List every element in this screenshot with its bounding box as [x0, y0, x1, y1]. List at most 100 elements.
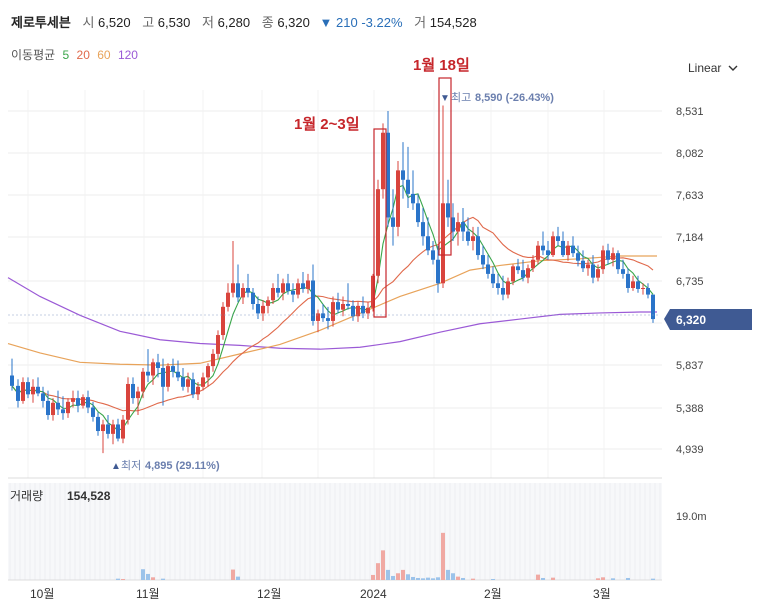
- volume-bar: [426, 577, 430, 580]
- volume-bar: [461, 577, 465, 580]
- change-value: 210: [336, 15, 358, 30]
- candle-body: [636, 281, 640, 289]
- candle-body: [536, 245, 540, 260]
- candle-body: [361, 305, 365, 314]
- candle-body: [411, 193, 415, 204]
- candle-body: [201, 377, 205, 387]
- candle-body: [511, 266, 515, 282]
- candle-body: [556, 236, 560, 241]
- price-header: 제로투세븐 시 6,520 고 6,530 저 6,280 종 6,320 ▼ …: [11, 12, 483, 31]
- volume-panel-value: 154,528: [67, 489, 111, 503]
- candle-body: [496, 283, 500, 288]
- candle-body: [336, 302, 340, 310]
- candle-body: [396, 170, 400, 227]
- candle-body: [326, 318, 330, 321]
- candle-body: [241, 287, 245, 298]
- annotation-jan-2-3: 1월 2~3일: [294, 116, 360, 133]
- volume-bar: [231, 569, 235, 580]
- volume-bar: [551, 577, 555, 580]
- candle-body: [481, 255, 485, 265]
- ma-120-line: [7, 277, 657, 350]
- volume-bar: [441, 532, 445, 580]
- volume-bar: [406, 574, 410, 580]
- min-marker-label: 최저: [121, 459, 141, 472]
- candle-body: [36, 386, 40, 394]
- change-arrow-icon: ▼: [319, 15, 333, 30]
- candle-body: [10, 375, 14, 386]
- candle-body: [166, 366, 170, 387]
- y-tick-8531: 8,531: [676, 106, 704, 118]
- volume-bar: [386, 569, 390, 580]
- candle-body: [431, 250, 435, 260]
- candle-body: [456, 222, 460, 232]
- candle-body: [56, 402, 60, 410]
- candle-body: [521, 270, 525, 278]
- candle-body: [421, 222, 425, 237]
- candle-body: [196, 386, 200, 395]
- candle-body: [111, 424, 115, 434]
- candle-body: [596, 269, 600, 278]
- candle-body: [286, 283, 290, 291]
- x-tick-oct: 10월: [30, 587, 54, 601]
- candle-body: [86, 397, 90, 408]
- candle-body: [541, 245, 545, 251]
- low-label: 저: [201, 15, 214, 30]
- volume-bar: [401, 569, 405, 580]
- candle-body: [296, 283, 300, 295]
- candle-body: [136, 391, 140, 399]
- candle-body: [651, 294, 655, 320]
- ma-5-label[interactable]: 5: [62, 48, 70, 62]
- candle-body: [561, 240, 565, 256]
- stock-name: 제로투세븐: [11, 15, 71, 30]
- candle-body: [161, 367, 165, 387]
- candle-body: [381, 132, 385, 190]
- candle-body: [171, 366, 175, 372]
- volume-panel-header: 거래량 154,528 19.0m: [10, 489, 707, 523]
- y-tick-5388: 5,388: [676, 403, 704, 415]
- candle-body: [231, 283, 235, 293]
- candle-body: [376, 189, 380, 276]
- x-tick-mar: 3월: [593, 587, 611, 601]
- scale-toggle-label: Linear: [688, 61, 722, 75]
- candles: [10, 105, 655, 454]
- current-price-badge: [664, 309, 752, 330]
- y-axis-labels: 8,531 8,082 7,633 7,184 6,735 5,837 5,38…: [676, 106, 704, 456]
- volume-bar: [626, 577, 630, 580]
- volume-bar: [396, 573, 400, 580]
- chevron-down-icon: [728, 65, 738, 71]
- y-tick-7184: 7,184: [676, 232, 704, 244]
- ma-60-label[interactable]: 60: [97, 48, 111, 62]
- candle-body: [501, 287, 505, 295]
- ma-120-label[interactable]: 120: [117, 48, 138, 62]
- scale-toggle[interactable]: Linear: [688, 61, 738, 75]
- volume-bar: [601, 577, 605, 580]
- ma-20-label[interactable]: 20: [76, 48, 90, 62]
- volume-bar: [141, 569, 145, 580]
- candle-body: [31, 386, 35, 395]
- candle-body: [466, 231, 470, 241]
- max-marker-label: 최고: [451, 91, 471, 104]
- candle-body: [551, 236, 555, 256]
- candle-body: [491, 273, 495, 284]
- moving-average-legend: 이동평균 5 20 60 120: [11, 46, 142, 63]
- candle-body: [76, 398, 80, 406]
- volume-panel-label: 거래량: [10, 489, 43, 503]
- volume-bar: [536, 574, 540, 580]
- volume-y-tick: 19.0m: [676, 511, 707, 523]
- candle-body: [371, 275, 375, 308]
- max-marker-value: 8,590 (-26.43%): [475, 92, 554, 104]
- candle-body: [546, 250, 550, 256]
- candle-body: [301, 283, 305, 289]
- candle-body: [121, 419, 125, 439]
- volume-bar: [146, 573, 150, 580]
- candle-body: [106, 424, 110, 434]
- candle-body: [321, 313, 325, 319]
- candle-body: [151, 362, 155, 376]
- volume-bar: [436, 577, 440, 580]
- candle-body: [51, 402, 55, 416]
- candle-body: [261, 305, 265, 314]
- volume-bar: [371, 574, 375, 580]
- ma-60-line: [7, 255, 657, 366]
- candle-body: [566, 245, 570, 256]
